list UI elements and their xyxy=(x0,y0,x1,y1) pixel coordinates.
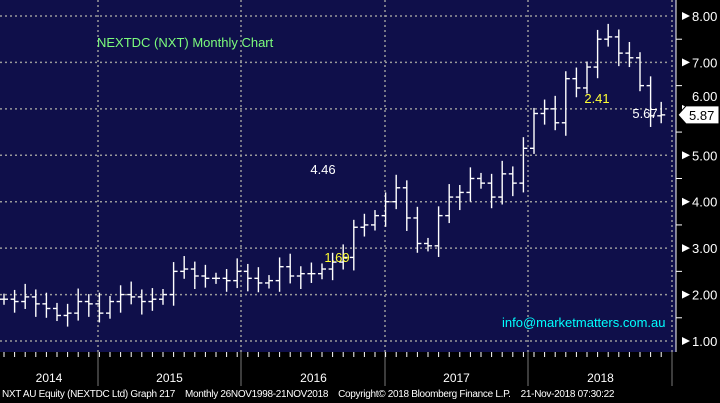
ohlc-bar xyxy=(413,206,422,253)
ohlc-bar xyxy=(254,267,263,293)
ohlc-bar xyxy=(296,266,305,289)
ohlc-bar xyxy=(318,263,326,280)
ohlc-bar xyxy=(583,61,591,94)
last-price-label: 5.87 xyxy=(689,108,714,123)
y-tick-label: 2.00 xyxy=(692,288,717,303)
ohlc-bar xyxy=(614,29,623,67)
footer-security: NXT AU Equity (NEXTDC Ltd) Graph 217 xyxy=(2,389,175,400)
ohlc-bar xyxy=(445,184,454,224)
ohlc-bar xyxy=(508,166,517,197)
ohlc-bar xyxy=(63,303,72,327)
ohlc-bar xyxy=(530,107,538,154)
y-tick-label: 1.00 xyxy=(692,334,717,349)
x-tick-label: 2016 xyxy=(300,371,327,385)
y-tick-label: 3.00 xyxy=(692,241,717,256)
ohlc-bar xyxy=(286,253,295,284)
ohlc-bar xyxy=(243,263,252,292)
y-tick-label: 7.00 xyxy=(692,55,717,70)
tick-arrow xyxy=(682,11,690,20)
ohlc-bar xyxy=(561,71,570,136)
last-price-flag xyxy=(677,105,720,125)
y-tick-label: 8.00 xyxy=(692,9,717,24)
ohlc-bar xyxy=(636,52,644,92)
ohlc-bar xyxy=(466,167,475,202)
annotation-label: 1.69 xyxy=(324,250,349,265)
ohlc-bar xyxy=(455,184,464,211)
ohlc-bar xyxy=(233,258,242,289)
ohlc-bar xyxy=(159,288,167,305)
ohlc-bar xyxy=(625,41,634,68)
ohlc-bar xyxy=(657,101,666,124)
y-tick-label: 4.00 xyxy=(692,195,717,210)
ohlc-bar xyxy=(572,67,581,98)
ohlc-bar xyxy=(402,180,411,231)
tick-arrow xyxy=(682,337,690,345)
ohlc-bar xyxy=(307,262,316,283)
ohlc-bar xyxy=(106,295,114,319)
ohlc-bar xyxy=(540,99,549,125)
annotation-label: 5.67 xyxy=(632,106,657,121)
ohlc-bar xyxy=(275,257,284,292)
ohlc-bar xyxy=(265,275,273,289)
annotation-label: 2.41 xyxy=(584,91,609,106)
ohlc-bar xyxy=(519,137,528,193)
ohlc-bar xyxy=(424,237,432,252)
ohlc-bar xyxy=(31,289,40,317)
ohlc-bar xyxy=(646,76,655,127)
footer-copyright: Copyright© 2018 Bloomberg Finance L.P. xyxy=(338,389,511,400)
ohlc-bar xyxy=(127,281,136,305)
ohlc-bar xyxy=(212,272,220,284)
tick-arrow xyxy=(682,58,690,67)
ohlc-bar xyxy=(180,256,189,279)
ohlc-bar xyxy=(148,288,157,311)
ohlc-bar xyxy=(593,29,602,79)
ohlc-bar xyxy=(371,210,379,231)
ohlc-bar xyxy=(551,95,560,131)
footer-timestamp: 21-Nov-2018 07:30:22 xyxy=(520,389,615,400)
x-tick-label: 2015 xyxy=(156,371,183,385)
ohlc-bar xyxy=(222,269,231,292)
ohlc-bar xyxy=(42,292,51,318)
ohlc-bar xyxy=(349,219,358,271)
ohlc-bar xyxy=(201,264,210,288)
x-tick-label: 2014 xyxy=(36,371,63,385)
tick-arrow xyxy=(682,244,690,253)
y-tick-label: 5.00 xyxy=(692,148,717,163)
ohlc-bar xyxy=(137,289,146,315)
ohlc-bar xyxy=(498,160,507,205)
footer-range: Monthly 26NOV1998-21NOV2018 xyxy=(184,389,329,400)
ohlc-bar xyxy=(10,289,19,313)
ohlc-bar xyxy=(360,213,369,237)
ohlc-bar xyxy=(116,285,125,313)
ohlc-bar xyxy=(169,262,178,306)
y-tick-label: 6.00 xyxy=(692,89,717,104)
footer: NXT AU Equity (NEXTDC Ltd) Graph 217 Mont… xyxy=(2,389,624,400)
ohlc-bar xyxy=(477,172,485,189)
ohlc-bar xyxy=(74,288,83,321)
ohlc-bar xyxy=(84,294,93,317)
ohlc-bar xyxy=(53,302,61,322)
tick-arrow xyxy=(682,290,690,299)
ohlc-bar xyxy=(95,292,104,323)
ohlc-bar xyxy=(434,206,443,257)
annotation-label: 4.46 xyxy=(310,162,335,177)
x-tick-label: 2017 xyxy=(443,371,470,385)
ohlc-bar xyxy=(381,192,390,227)
ohlc-bar xyxy=(328,252,337,281)
plot-area xyxy=(0,0,676,352)
ohlc-bar xyxy=(190,261,199,289)
x-tick-label: 2018 xyxy=(587,371,614,385)
ohlc-bar xyxy=(0,293,8,305)
ohlc-bar xyxy=(604,23,613,47)
tick-arrow xyxy=(682,151,690,160)
ohlc-bar xyxy=(487,173,496,209)
tick-arrow xyxy=(682,197,690,206)
watermark: info@marketmatters.com.au xyxy=(502,315,665,330)
chart-title: NEXTDC (NXT) Monthly Chart xyxy=(97,35,274,50)
ohlc-bar xyxy=(21,283,30,309)
ohlc-bar xyxy=(392,174,401,210)
ohlc-bar xyxy=(339,244,348,270)
